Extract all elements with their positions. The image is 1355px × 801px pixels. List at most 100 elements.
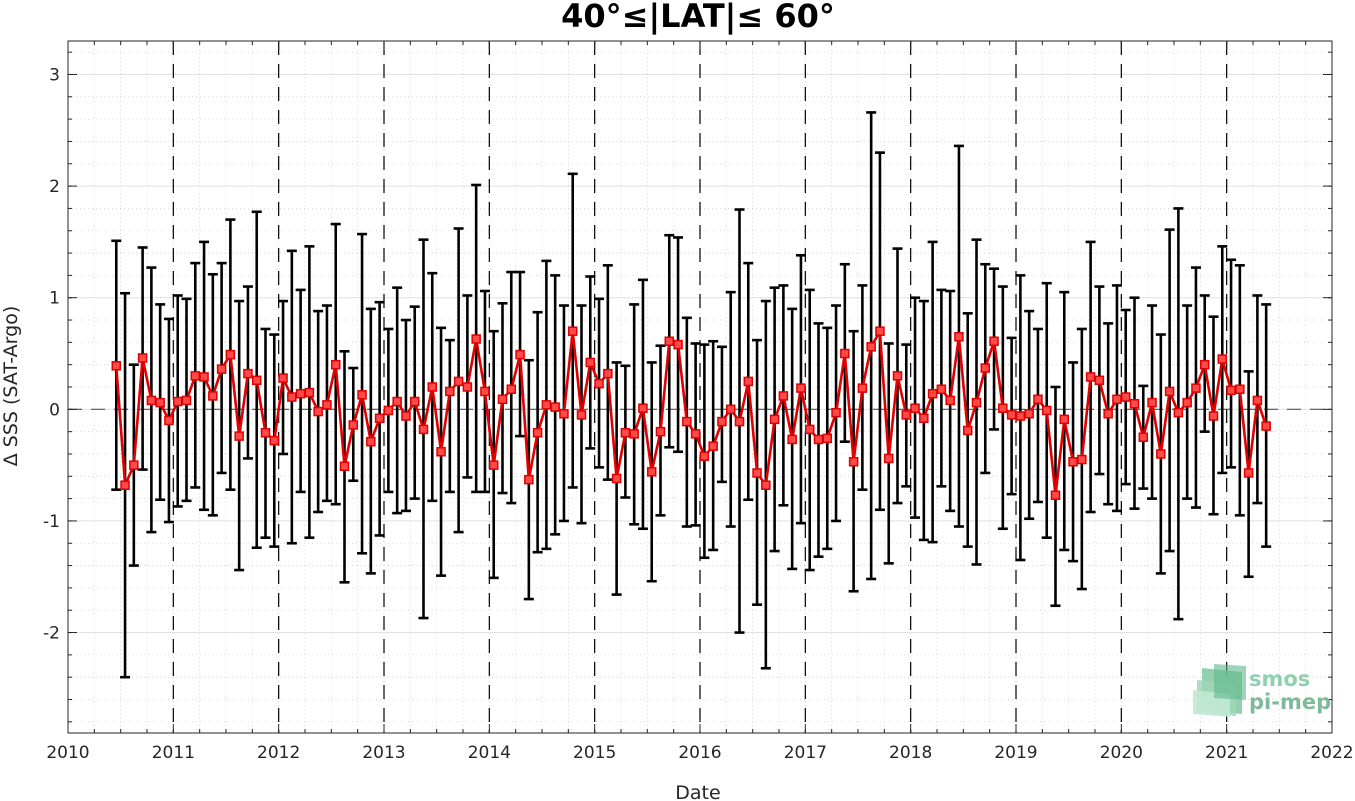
data-point: [313, 406, 323, 417]
data-point: [927, 388, 938, 399]
data-point: [488, 460, 499, 470]
data-point: [1199, 359, 1210, 370]
data-point: [1103, 409, 1113, 419]
y-tick-label: -1: [43, 512, 60, 532]
data-point: [550, 402, 560, 412]
error-bar: [716, 345, 727, 484]
x-tick-label: 2021: [1205, 743, 1248, 763]
x-tick-label: 2017: [784, 743, 827, 763]
x-tick-label: 2012: [257, 743, 300, 763]
data-point: [620, 428, 631, 438]
x-tick-label: 2022: [1310, 743, 1353, 763]
data-point: [1208, 411, 1219, 421]
x-tick-label: 2015: [573, 743, 616, 763]
data-point: [243, 368, 253, 379]
data-point: [611, 473, 622, 484]
data-point: [840, 348, 850, 359]
data-point: [269, 435, 280, 446]
data-point: [989, 336, 999, 346]
data-point: [725, 404, 736, 415]
y-tick-label: 0: [49, 400, 60, 420]
data-point: [567, 326, 578, 336]
data-point: [1243, 468, 1254, 478]
data-point: [348, 420, 359, 430]
data-point: [225, 349, 236, 360]
data-point: [322, 400, 332, 410]
data-point: [1226, 385, 1236, 396]
logo-mark-icon: [1193, 664, 1246, 717]
data-point: [910, 403, 920, 413]
data-point: [848, 457, 859, 467]
data-point: [743, 376, 754, 387]
data-point: [216, 364, 227, 374]
y-tick-label: -2: [43, 624, 60, 644]
data-point: [1261, 421, 1271, 431]
data-point: [822, 433, 833, 444]
data-point: [901, 410, 912, 420]
data-point: [892, 371, 903, 381]
error-bar: [1226, 258, 1237, 469]
y-axis-label: Δ SSS (SAT-Argo): [0, 306, 22, 466]
data-point: [1235, 384, 1245, 394]
data-point: [699, 451, 710, 461]
data-point: [980, 363, 991, 373]
data-point: [541, 400, 552, 410]
data-point: [471, 334, 481, 344]
x-tick-label: 2010: [46, 743, 89, 763]
logo-text-pimep: pi-mep: [1249, 690, 1331, 714]
x-tick-label: 2011: [152, 743, 195, 763]
y-tick-label: 1: [49, 289, 60, 309]
data-point: [875, 326, 885, 336]
data-point: [787, 434, 797, 445]
data-point: [752, 468, 762, 478]
data-point: [1147, 397, 1157, 408]
data-point: [1006, 410, 1017, 420]
data-point: [655, 426, 666, 437]
data-point: [1173, 407, 1184, 418]
data-point: [769, 414, 780, 425]
data-point: [1077, 454, 1087, 465]
data-point: [857, 383, 868, 393]
x-tick-label: 2018: [889, 743, 932, 763]
x-tick-label: 2014: [468, 743, 511, 763]
data-point: [304, 387, 315, 398]
data-point: [172, 396, 183, 407]
y-tick-label: 2: [49, 177, 60, 197]
data-point: [129, 460, 139, 470]
data-point: [796, 383, 806, 393]
data-point: [629, 429, 639, 439]
data-point: [181, 395, 192, 406]
data-point: [1085, 372, 1096, 382]
data-point: [1024, 409, 1034, 419]
data-point: [480, 386, 490, 397]
error-bar: [699, 343, 710, 560]
data-point: [383, 405, 394, 416]
x-axis-label: Date: [675, 782, 720, 801]
data-point: [682, 416, 692, 427]
data-point: [199, 372, 209, 382]
data-point: [409, 396, 420, 407]
data-point: [998, 403, 1008, 413]
error-bar: [629, 303, 640, 526]
data-point: [295, 388, 306, 399]
data-point: [462, 382, 473, 392]
data-point: [664, 336, 675, 346]
data-markers: [111, 326, 1271, 501]
data-point: [831, 407, 841, 418]
data-point: [1015, 411, 1026, 421]
data-point: [164, 415, 174, 426]
data-point: [1129, 398, 1140, 409]
data-point: [453, 376, 464, 387]
data-point: [418, 424, 429, 435]
data-point: [1041, 405, 1052, 416]
data-point: [945, 395, 955, 406]
data-point: [524, 474, 534, 485]
data-point: [708, 441, 718, 451]
data-point: [971, 397, 982, 408]
x-tick-label: 2019: [994, 743, 1037, 763]
data-point: [506, 384, 517, 394]
data-point: [603, 368, 613, 379]
data-point: [120, 480, 130, 490]
data-point: [1112, 394, 1122, 405]
data-point: [954, 332, 964, 342]
